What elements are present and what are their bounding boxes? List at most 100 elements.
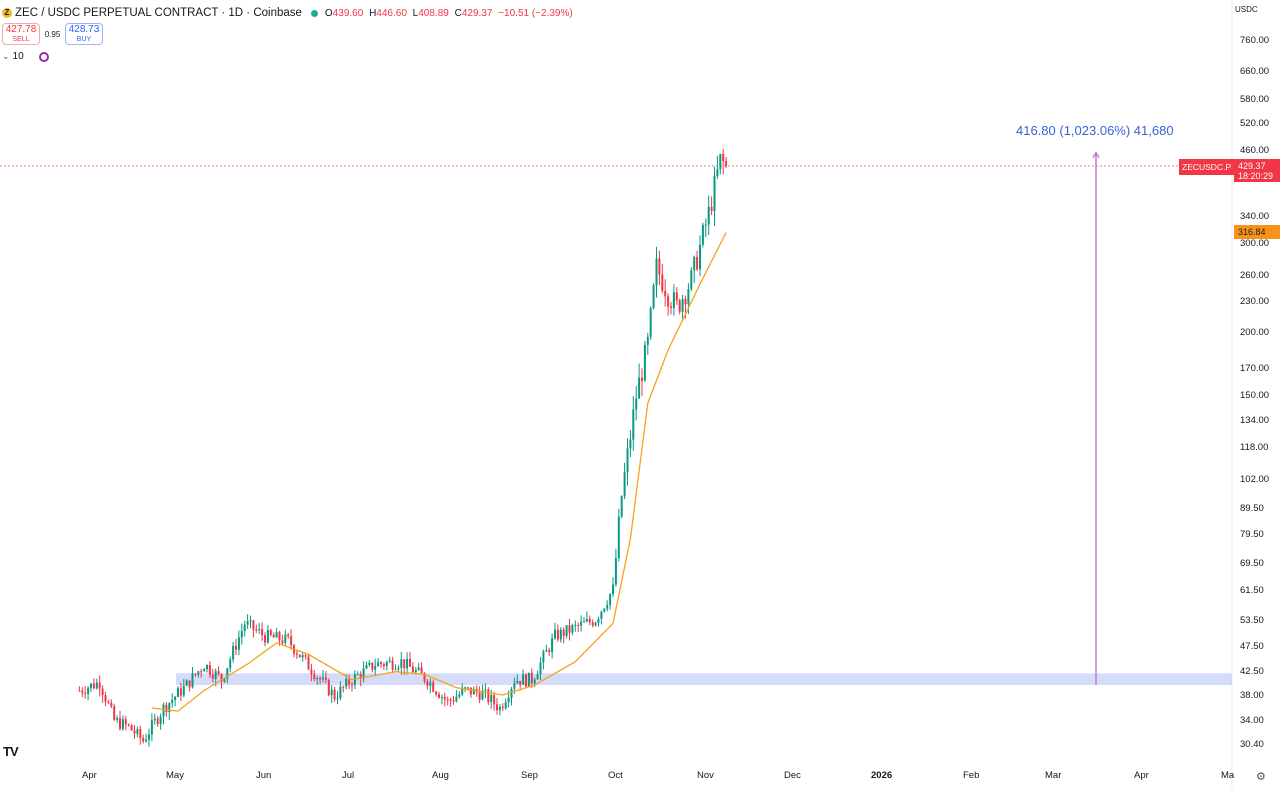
time-tick-label: Aug <box>432 770 449 781</box>
indicator-settings-icon[interactable] <box>38 51 49 62</box>
gear-icon[interactable]: ⚙ <box>1256 771 1266 783</box>
candle-body <box>110 702 113 707</box>
price-tick-label: 61.50 <box>1240 584 1264 596</box>
candle-body <box>237 637 240 650</box>
candle-body <box>316 678 319 680</box>
candle-body <box>548 650 551 653</box>
zcash-coin-icon[interactable]: Z <box>2 8 12 18</box>
sell-button[interactable]: 427.78 SELL <box>2 23 40 45</box>
candle-body <box>188 680 191 688</box>
time-tick-label: Apr <box>1134 770 1149 781</box>
candle-body <box>603 608 606 612</box>
candle-body <box>507 697 510 703</box>
candle-body <box>145 739 148 742</box>
candle-body <box>324 677 327 680</box>
candle-body <box>162 704 165 717</box>
candle-body <box>409 658 411 667</box>
axis-currency[interactable]: USDC <box>1235 5 1258 14</box>
price-tick-label: 38.00 <box>1240 690 1264 702</box>
time-tick-label: Dec <box>784 770 801 781</box>
candle-body <box>359 674 362 679</box>
candle-body <box>269 630 272 635</box>
price-tick-label: 118.00 <box>1240 442 1269 454</box>
indicators-count[interactable]: 10 <box>12 51 24 62</box>
candle-body <box>690 270 693 290</box>
candle-body <box>124 719 127 725</box>
moving-average-tag: 316.84 <box>1234 225 1280 240</box>
candle-body <box>438 694 440 698</box>
candle-body <box>235 645 237 650</box>
time-tick-label: Jul <box>342 770 355 781</box>
candle-body <box>365 664 368 669</box>
time-tick-label: Oct <box>608 770 623 781</box>
candle-body <box>87 688 90 695</box>
candle-body <box>130 724 133 731</box>
candle-body <box>136 729 139 734</box>
candle-body <box>417 667 420 670</box>
candle-body <box>351 684 353 686</box>
candle-body <box>327 679 330 696</box>
candle-body <box>588 618 591 623</box>
buy-price: 428.73 <box>68 24 100 35</box>
chevron-down-icon[interactable]: ⌄ <box>2 51 10 61</box>
candle-body <box>339 686 342 699</box>
candle-body <box>298 654 301 658</box>
candle-body <box>385 662 388 666</box>
sell-price: 427.78 <box>5 24 37 35</box>
candle-body <box>536 674 539 680</box>
candle-body <box>104 695 107 702</box>
candle-body <box>197 671 200 675</box>
candle-body <box>710 206 713 212</box>
measure-label: 416.80 (1,023.06%) 41,680 <box>1016 123 1174 138</box>
candle-body <box>464 687 467 689</box>
candle-body <box>121 719 124 730</box>
candle-body <box>368 662 371 665</box>
candle-body <box>258 629 261 631</box>
ohlc-values: O439.60 H446.60 L408.89 C429.37 −10.51 (… <box>324 7 573 19</box>
candle-body <box>223 678 226 682</box>
candle-body <box>554 629 556 639</box>
candle-body <box>487 689 490 703</box>
candle-body <box>699 244 701 270</box>
candle-body <box>275 632 278 638</box>
candle-body <box>420 667 423 674</box>
candle-body <box>661 274 664 292</box>
candle-body <box>652 285 655 308</box>
candle-body <box>510 688 513 698</box>
buy-button[interactable]: 428.73 BUY <box>65 23 103 45</box>
candle-body <box>211 674 214 679</box>
candle-body <box>281 640 284 644</box>
candle-body <box>92 683 95 689</box>
quick-trade-panel: 427.78 SELL 0.95 428.73 BUY <box>2 23 103 45</box>
symbol-title[interactable]: ZEC / USDC PERPETUAL CONTRACT · 1D · Coi… <box>15 7 302 19</box>
candle-body <box>356 674 359 676</box>
candle-body <box>493 695 496 705</box>
candle-body <box>632 409 635 440</box>
candle-body <box>301 655 304 658</box>
candle-body <box>159 716 162 725</box>
candle-body <box>667 296 670 307</box>
candle-body <box>319 678 322 680</box>
candle-body <box>649 307 652 337</box>
candle-body <box>426 681 429 686</box>
candle-body <box>498 706 501 711</box>
market-status-icon[interactable] <box>310 9 318 17</box>
candle-body <box>116 718 119 720</box>
candle-body <box>641 377 643 381</box>
low-value: 408.89 <box>418 7 449 19</box>
tradingview-logo-icon[interactable]: TV <box>3 744 19 759</box>
price-tick-label: 340.00 <box>1240 210 1270 222</box>
candle-body <box>516 681 519 684</box>
candle-body <box>139 729 142 739</box>
candle-body <box>585 618 588 622</box>
last-price-value: 429.37 <box>1238 161 1266 171</box>
price-tick-label: 47.50 <box>1240 641 1264 653</box>
candle-body <box>562 629 565 636</box>
candle-body <box>429 682 432 686</box>
candle-body <box>522 674 525 685</box>
candle-body <box>226 668 229 679</box>
price-tick-label: 460.00 <box>1240 144 1270 156</box>
candle-body <box>478 692 481 700</box>
time-tick-label: Ma <box>1221 770 1235 781</box>
